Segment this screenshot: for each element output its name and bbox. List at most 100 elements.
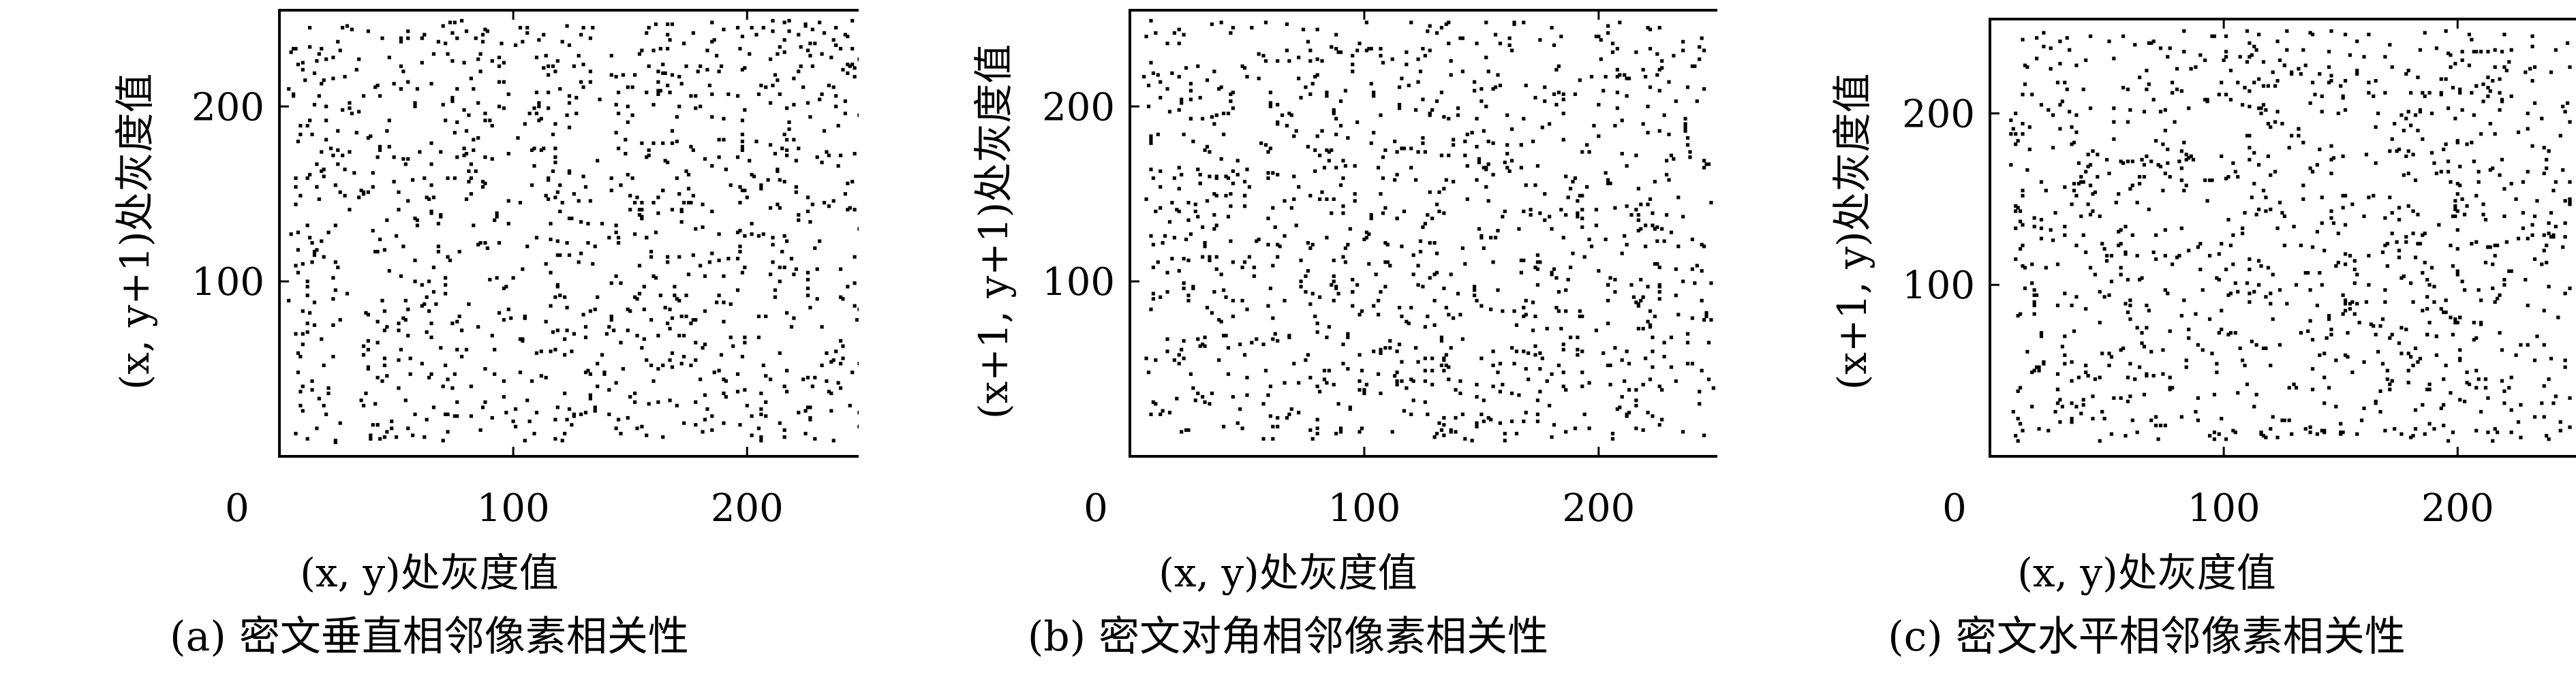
data-point <box>2418 110 2422 114</box>
data-point <box>427 375 431 380</box>
data-point <box>1587 150 1591 154</box>
data-point <box>1212 192 1216 196</box>
data-point <box>549 270 553 274</box>
data-point <box>1648 325 1653 329</box>
data-point <box>1482 246 1486 250</box>
data-point <box>694 341 698 345</box>
data-point <box>1669 230 1674 234</box>
data-point <box>707 83 711 88</box>
data-point <box>2458 164 2462 169</box>
data-point <box>1442 433 1446 437</box>
data-point <box>301 262 305 266</box>
data-point <box>1456 113 1460 117</box>
data-point <box>2275 79 2280 83</box>
data-point <box>296 351 301 356</box>
data-point <box>2327 80 2331 84</box>
data-point <box>853 208 857 212</box>
data-point <box>1186 200 1191 205</box>
data-point <box>1268 286 1272 291</box>
data-point <box>2098 439 2102 443</box>
data-point <box>2016 417 2020 421</box>
data-point <box>1421 285 1425 289</box>
data-point <box>455 155 459 159</box>
data-point <box>1165 42 1169 46</box>
data-point <box>2151 40 2156 44</box>
data-point <box>518 26 523 30</box>
data-point <box>2070 360 2074 364</box>
data-point <box>2011 127 2015 131</box>
data-point <box>1177 42 1181 46</box>
data-point <box>724 168 728 172</box>
data-point <box>2196 418 2200 422</box>
data-point <box>2318 353 2322 358</box>
data-point <box>1151 242 1155 247</box>
data-point <box>810 202 814 206</box>
data-point <box>2350 300 2355 304</box>
data-point <box>2076 161 2081 166</box>
data-point <box>1313 169 1317 173</box>
data-point <box>2496 430 2500 435</box>
data-point <box>2449 391 2453 395</box>
data-point <box>1208 255 1212 259</box>
data-point <box>2568 425 2572 429</box>
data-point <box>1698 45 1702 49</box>
data-point <box>682 334 686 338</box>
data-point <box>2542 249 2546 253</box>
data-point <box>502 318 506 322</box>
data-point <box>1358 379 1362 383</box>
data-point <box>1610 432 1615 436</box>
data-point <box>640 208 644 212</box>
data-point <box>801 377 806 381</box>
data-point <box>1681 430 1685 434</box>
data-point <box>797 218 801 222</box>
data-point <box>537 101 541 105</box>
data-point <box>490 415 494 420</box>
data-point <box>2388 336 2392 340</box>
data-point <box>1606 24 1610 28</box>
data-point <box>1407 83 1411 88</box>
data-point <box>1367 46 1371 51</box>
data-point <box>829 360 833 364</box>
data-point <box>651 379 656 383</box>
data-point <box>656 366 660 371</box>
data-point <box>298 403 303 408</box>
data-point <box>1439 335 1444 339</box>
data-point <box>717 368 721 373</box>
data-point <box>827 390 831 394</box>
data-point <box>2072 329 2076 333</box>
data-point <box>1299 258 1303 262</box>
data-point <box>2117 230 2121 234</box>
data-point <box>2252 405 2256 409</box>
data-point <box>579 80 583 84</box>
data-point <box>2171 386 2175 390</box>
data-point <box>2240 232 2245 236</box>
data-point <box>1261 437 1266 441</box>
data-point <box>567 101 572 105</box>
data-point <box>656 92 660 96</box>
data-point <box>308 311 312 315</box>
data-point <box>413 279 417 283</box>
data-point <box>2409 91 2413 95</box>
data-point <box>2362 214 2366 219</box>
data-point <box>2427 382 2432 386</box>
data-point <box>740 354 745 359</box>
data-point <box>1292 174 1296 178</box>
data-point <box>609 73 613 77</box>
data-point <box>2128 394 2132 398</box>
data-point <box>2228 331 2233 335</box>
data-point <box>1364 383 1368 387</box>
data-point <box>1289 113 1293 117</box>
data-point <box>1634 208 1638 212</box>
data-point <box>390 420 394 424</box>
data-point <box>371 229 375 233</box>
data-point <box>614 131 618 135</box>
data-point <box>1245 375 1249 380</box>
data-point <box>2063 353 2067 358</box>
data-point <box>1428 24 1432 28</box>
data-point <box>1196 64 1200 68</box>
data-point <box>2462 399 2467 404</box>
data-point <box>444 119 448 123</box>
data-point <box>2112 106 2116 110</box>
data-point <box>464 129 469 133</box>
data-point <box>1608 181 1612 185</box>
